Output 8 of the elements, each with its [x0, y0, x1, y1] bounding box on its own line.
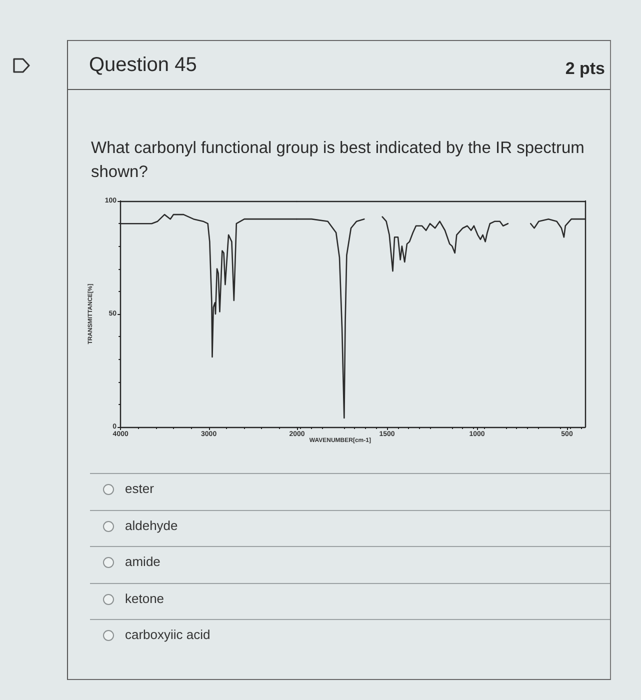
text: ketone: [125, 590, 164, 608]
text: amide: [125, 553, 160, 571]
text: aldehyde: [125, 516, 178, 534]
chart-title: Question 45: [89, 53, 197, 78]
text: carboxyiic acid: [125, 626, 210, 644]
text: What carbonyl functional group is best indicated by the IR spectrum shown?: [91, 138, 586, 183]
text: 2 pts: [565, 58, 605, 80]
text: ester: [125, 480, 154, 498]
